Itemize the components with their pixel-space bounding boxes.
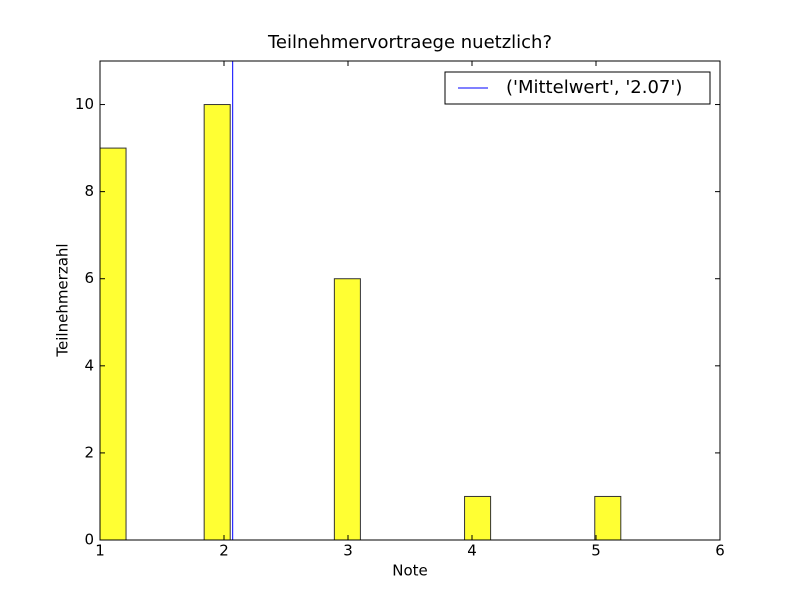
y-tick-label: 6 xyxy=(84,269,94,287)
bar xyxy=(464,495,492,541)
bar xyxy=(99,147,127,541)
x-axis-label: Note xyxy=(392,562,428,580)
x-tick-label: 4 xyxy=(467,542,477,560)
x-tick-label: 1 xyxy=(95,542,105,560)
y-tick-label: 4 xyxy=(84,356,94,374)
bar xyxy=(333,278,361,541)
x-tick-label: 6 xyxy=(715,542,725,560)
bar xyxy=(203,104,231,541)
legend-label: ('Mittelwert', '2.07') xyxy=(506,77,682,98)
x-tick-label: 5 xyxy=(591,542,601,560)
legend-box xyxy=(444,71,711,105)
y-tick-label: 10 xyxy=(75,95,94,113)
chart-title: Teilnehmervortraege nuetzlich? xyxy=(267,32,552,53)
plot-frame xyxy=(99,60,721,541)
y-axis-label: Teilnehmerzahl xyxy=(54,243,72,357)
y-tick-label: 8 xyxy=(84,182,94,200)
y-tick-label: 0 xyxy=(84,531,94,549)
x-tick-label: 2 xyxy=(219,542,229,560)
x-tick-label: 3 xyxy=(343,542,353,560)
y-tick-label: 2 xyxy=(84,443,94,461)
bar xyxy=(594,495,622,541)
